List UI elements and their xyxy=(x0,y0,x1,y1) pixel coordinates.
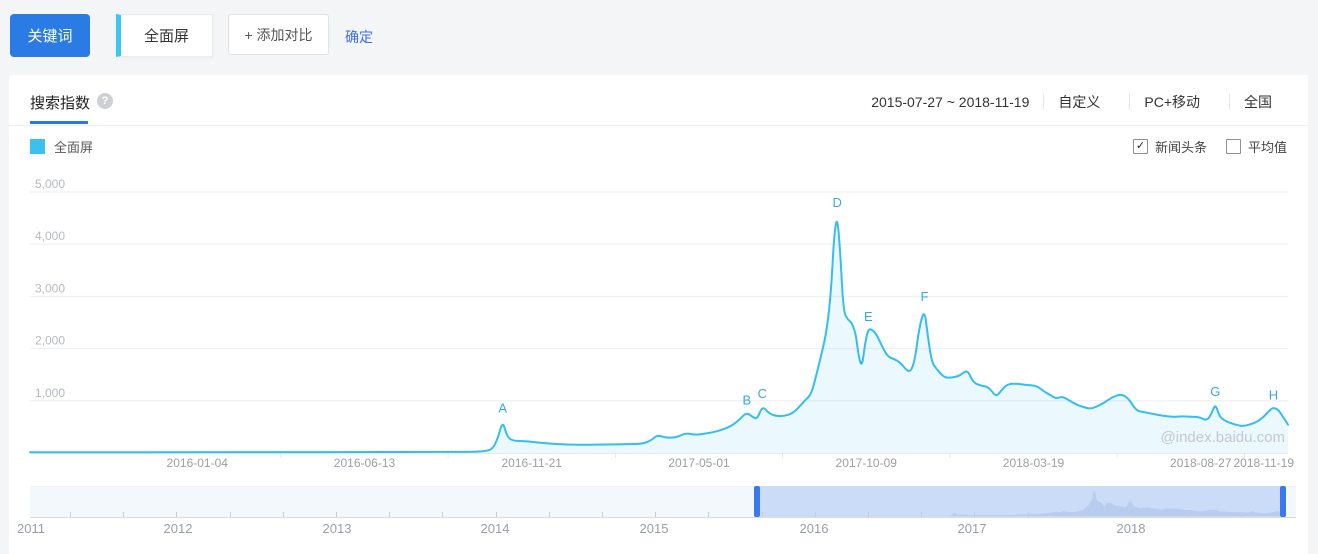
tab-active-underline xyxy=(30,121,88,124)
timeline-tick xyxy=(70,512,71,517)
divider xyxy=(1129,94,1131,110)
checkbox-news-headlines[interactable]: ✓ xyxy=(1132,139,1148,154)
overlay-toggle-news[interactable]: ✓ 新闻头条 xyxy=(1132,137,1207,156)
annotation-D[interactable]: D xyxy=(832,195,841,210)
header-divider xyxy=(9,125,1308,126)
timeline-year-axis: 2011 2012 2013 2014 2015 2016 2017 2018 xyxy=(9,521,1308,539)
legend-swatch xyxy=(30,139,45,154)
series-legend[interactable]: 全面屏 xyxy=(30,137,93,156)
divider xyxy=(1043,94,1045,110)
timeline-tick xyxy=(815,512,816,517)
x-axis-tick-label: 2018-08-27 xyxy=(1170,456,1232,470)
tab-search-index[interactable]: 搜索指数 xyxy=(30,95,91,112)
overlay-toggles: ✓ 新闻头条 平均值 xyxy=(1132,137,1287,156)
y-axis-tick-label: 1,000 xyxy=(35,386,65,400)
timeline-tick xyxy=(974,512,975,517)
timeline-tick xyxy=(442,512,443,517)
region-dropdown[interactable]: 全国 xyxy=(1244,92,1287,112)
confirm-link[interactable]: 确定 xyxy=(345,29,373,45)
x-axis-tick-label: 2018-11-19 xyxy=(1234,456,1295,470)
series-area-fill xyxy=(30,221,1288,453)
timeline-year-label: 2016 xyxy=(799,521,829,536)
timeline-tick xyxy=(921,512,922,517)
overlay-label: 新闻头条 xyxy=(1154,140,1207,155)
timeline-tick xyxy=(549,512,550,517)
timeline-tick xyxy=(1134,512,1135,517)
annotation-G[interactable]: G xyxy=(1210,384,1220,399)
annotation-H[interactable]: H xyxy=(1269,387,1278,402)
annotation-C[interactable]: C xyxy=(758,386,767,401)
platform-dropdown[interactable]: PC+移动 xyxy=(1144,92,1215,112)
overlay-label: 平均值 xyxy=(1247,140,1287,155)
timeline-tick xyxy=(230,512,231,517)
timeline-tick xyxy=(602,512,603,517)
annotation-F[interactable]: F xyxy=(920,289,928,304)
timeline-year-label: 2014 xyxy=(480,521,510,536)
keyword-chip-label: 全面屏 xyxy=(143,28,189,45)
timeline-tick xyxy=(708,512,709,517)
date-range-label[interactable]: 2015-07-27 ~ 2018-11-19 xyxy=(871,94,1030,110)
keyword-chip[interactable]: 全面屏 xyxy=(116,14,213,57)
timeline-handle-left[interactable] xyxy=(754,486,760,517)
help-icon[interactable]: ? xyxy=(97,93,113,109)
divider xyxy=(1229,94,1230,110)
timeline-tick xyxy=(655,512,656,517)
timeline-tick xyxy=(123,512,124,517)
timeline-mini-series xyxy=(757,490,1283,516)
series-line[interactable] xyxy=(29,220,1289,454)
timeline-brush[interactable] xyxy=(30,486,1296,518)
search-index-panel: 搜索指数 ? 2015-07-27 ~ 2018-11-19 自定义 PC+移动… xyxy=(9,75,1308,554)
keyword-button[interactable]: 关键词 xyxy=(10,14,90,57)
timeline-tick xyxy=(336,512,337,517)
add-compare-button[interactable]: + 添加对比 xyxy=(228,14,329,55)
chart-controls: 2015-07-27 ~ 2018-11-19 自定义 PC+移动 全国 xyxy=(871,92,1287,112)
x-axis-tick-label: 2017-05-01 xyxy=(668,456,730,470)
timeline-selection[interactable] xyxy=(757,486,1283,517)
watermark: @index.baidu.com xyxy=(1161,429,1285,446)
x-axis-tick-label: 2016-06-13 xyxy=(334,456,396,470)
timeline-year-label: 2012 xyxy=(163,521,193,536)
legend-series-label: 全面屏 xyxy=(54,140,94,155)
x-axis-tick-label: 2018-03-19 xyxy=(1003,456,1065,470)
timeline-tick xyxy=(1240,512,1241,517)
timeline-year-label: 2011 xyxy=(17,521,45,536)
y-axis-tick-label: 2,000 xyxy=(35,334,65,348)
timeline-tick xyxy=(496,512,497,517)
timeline-tick xyxy=(176,512,177,517)
timeline-year-label: 2017 xyxy=(957,521,987,536)
timeline-tick xyxy=(283,512,284,517)
timeline-mini-chart xyxy=(757,490,1283,516)
y-axis-tick-label: 5,000 xyxy=(35,177,65,191)
platform-value: PC+移动 xyxy=(1144,94,1200,110)
timeline-tick xyxy=(1081,512,1082,517)
timeline-tick xyxy=(1028,512,1029,517)
annotation-A[interactable]: A xyxy=(498,401,507,416)
y-axis-tick-label: 4,000 xyxy=(35,229,65,243)
timeline-tick xyxy=(1187,512,1188,517)
timeline-tick xyxy=(389,512,390,517)
range-mode-dropdown[interactable]: 自定义 xyxy=(1058,92,1115,112)
checkbox-average[interactable] xyxy=(1225,139,1241,154)
annotation-B[interactable]: B xyxy=(742,392,751,407)
range-mode-value: 自定义 xyxy=(1058,94,1101,110)
timeline-handle-right[interactable] xyxy=(1280,486,1286,517)
y-axis-tick-label: 3,000 xyxy=(35,281,65,295)
timeline-tick xyxy=(762,512,763,517)
annotation-E[interactable]: E xyxy=(864,309,873,324)
x-axis-tick-label: 2017-10-09 xyxy=(836,456,898,470)
timeline-tick xyxy=(868,512,869,517)
timeline-year-label: 2018 xyxy=(1116,521,1146,536)
overlay-toggle-average[interactable]: 平均值 xyxy=(1225,137,1287,156)
x-axis-tick-label: 2016-01-04 xyxy=(167,456,229,470)
trend-chart[interactable]: 1,000 2,000 3,000 4,000 5,000 2016-01-04 2016-… xyxy=(9,169,1308,481)
timeline-year-label: 2013 xyxy=(322,521,352,536)
region-value: 全国 xyxy=(1244,94,1272,110)
timeline-year-label: 2015 xyxy=(639,521,669,536)
x-axis-tick-label: 2016-11-21 xyxy=(501,456,562,470)
